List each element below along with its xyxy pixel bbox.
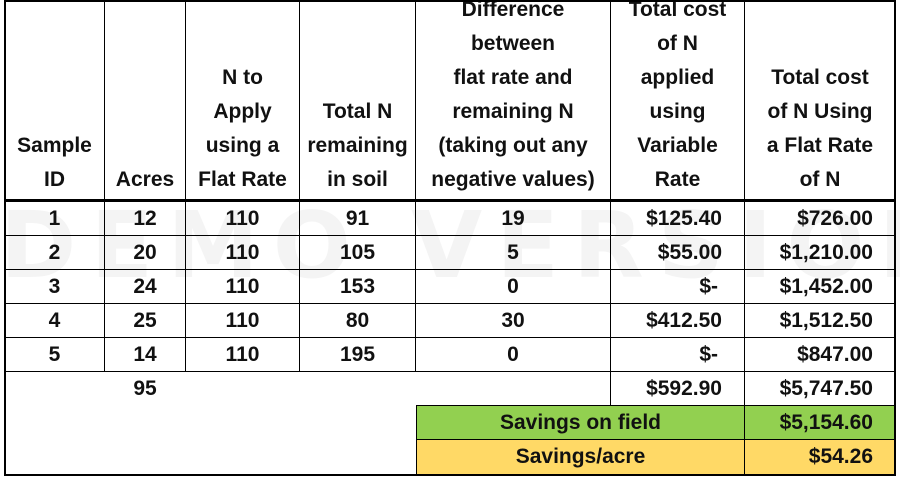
cell-variable-cost: $- (699, 343, 718, 366)
savings-acre-label: Savings/acre (515, 445, 646, 468)
savings-field-label: Savings on field (499, 410, 662, 434)
total-variable-cost: $592.90 (646, 376, 722, 400)
cell-flat-cost: $1,210.00 (779, 241, 873, 264)
cell-acres: 24 (133, 275, 157, 298)
total-acres: 95 (133, 376, 157, 400)
col-divider (610, 0, 611, 406)
col-divider (744, 0, 745, 475)
savings-field-value: $5,154.60 (779, 410, 873, 434)
cell-acres: 20 (133, 241, 157, 264)
border-left (4, 0, 6, 476)
col-divider (416, 405, 417, 475)
border-top (4, 0, 896, 2)
cell-flat-rate: 110 (225, 343, 260, 366)
col-divider (104, 0, 105, 372)
header-acres: Acres (115, 168, 175, 191)
cell-remaining-n: 91 (345, 207, 370, 230)
col-divider (415, 0, 416, 372)
cell-flat-cost: $1,512.50 (779, 309, 873, 332)
cell-difference: 30 (501, 309, 525, 332)
row-divider (416, 405, 896, 406)
cell-flat-cost: $847.00 (797, 343, 873, 366)
header-divider (4, 199, 896, 202)
cell-difference: 5 (507, 241, 519, 264)
cell-variable-cost: $412.50 (646, 309, 722, 332)
savings-acre-value: $54.26 (808, 445, 873, 468)
cell-remaining-n: 105 (339, 241, 376, 264)
cell-variable-cost: $55.00 (657, 241, 722, 264)
header-flat-cost: Total cost of N Using a Flat Rate of N (766, 66, 874, 191)
cell-difference: 0 (507, 343, 519, 366)
cell-flat-rate: 110 (225, 241, 260, 264)
header-variable-cost: Total cost of N applied using Variable R… (628, 0, 727, 191)
total-flat-cost: $5,747.50 (779, 376, 873, 400)
cell-sample-id: 4 (48, 309, 61, 332)
row-divider (4, 303, 896, 304)
cell-acres: 14 (133, 343, 157, 366)
cell-sample-id: 1 (48, 207, 61, 230)
cell-sample-id: 3 (48, 275, 61, 298)
header-sample-id: Sample ID (17, 134, 92, 191)
savings-field-bg (417, 406, 895, 439)
cell-difference: 0 (507, 275, 519, 298)
cell-remaining-n: 195 (339, 343, 376, 366)
header-flat-rate: N to Apply using a Flat Rate (198, 66, 287, 191)
header-remaining-n: Total N remaining in soil (307, 100, 408, 191)
cell-flat-cost: $1,452.00 (779, 275, 873, 298)
demo-watermark: DEMO VERSION (0, 192, 900, 299)
cell-remaining-n: 80 (345, 309, 370, 332)
row-divider (416, 439, 896, 440)
header-difference: Difference between flat rate and remaini… (431, 0, 595, 191)
cell-flat-rate: 110 (225, 207, 260, 230)
col-divider (299, 0, 300, 372)
border-right (894, 0, 896, 476)
row-divider (4, 337, 896, 338)
cell-variable-cost: $125.40 (646, 207, 722, 230)
cell-sample-id: 2 (48, 241, 61, 264)
cell-acres: 25 (133, 309, 157, 332)
row-divider (4, 269, 896, 270)
border-bottom (4, 474, 896, 476)
cell-sample-id: 5 (48, 343, 61, 366)
row-divider (4, 371, 896, 372)
savings-acre-bg (417, 440, 895, 474)
cell-flat-rate: 110 (225, 309, 260, 332)
cell-flat-cost: $726.00 (797, 207, 873, 230)
cell-flat-rate: 110 (225, 275, 260, 298)
cell-remaining-n: 153 (339, 275, 376, 298)
cell-acres: 12 (133, 207, 157, 230)
col-divider (185, 0, 186, 372)
cell-difference: 19 (501, 207, 525, 230)
cell-variable-cost: $- (699, 275, 718, 298)
row-divider (4, 235, 896, 236)
